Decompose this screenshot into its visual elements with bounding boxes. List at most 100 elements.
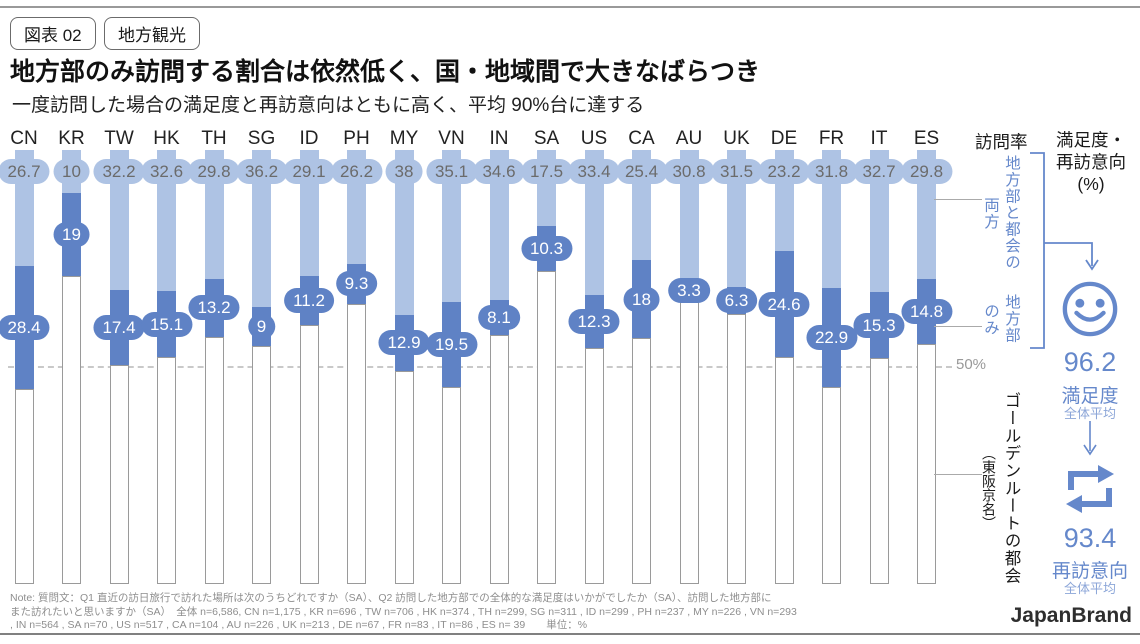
value-badge-both-ID: 29.1 xyxy=(283,159,335,184)
revisit-sublabel: 全体平均 xyxy=(1063,581,1116,596)
country-label-AU: AU xyxy=(675,128,703,149)
brand-logo: JapanBrand xyxy=(1010,604,1132,627)
value-badge-both-CN: 26.7 xyxy=(0,159,50,184)
figure-number-chip: 図表 02 xyxy=(10,17,96,50)
metric-header-line2: 再訪意向 xyxy=(1056,152,1126,172)
country-label-ES: ES xyxy=(913,128,940,149)
bar-segment-both-US xyxy=(584,150,604,295)
legend-only-label: 地方部 のみ xyxy=(982,294,1020,344)
country-label-SG: SG xyxy=(247,128,276,149)
bar-segment-both-HK xyxy=(157,150,176,292)
value-badge-only-VN: 19.5 xyxy=(425,332,478,358)
value-badge-both-UK: 31.5 xyxy=(710,159,763,184)
value-badge-only-PH: 9.3 xyxy=(335,271,378,297)
value-badge-only-US: 12.3 xyxy=(568,309,620,335)
footnote-line3: , IN n=564 , SA n=70 , US n=517 , CA n=1… xyxy=(10,619,588,631)
bar-segment-golden-SG xyxy=(252,346,271,584)
country-label-MY: MY xyxy=(389,128,419,149)
country-label-IN: IN xyxy=(489,128,509,149)
bar-segment-golden-VN xyxy=(442,386,461,584)
page-subtitle: 一度訪問した場合の満足度と再訪意向はともに高く、平均 90%台に達する xyxy=(12,95,645,116)
value-badge-only-TH: 13.2 xyxy=(188,295,240,321)
value-badge-only-DE: 24.6 xyxy=(758,291,810,317)
bar-segment-both-FR xyxy=(822,150,841,288)
gridline-label: 50% xyxy=(956,356,987,373)
bar-segment-both-IT xyxy=(869,150,889,292)
connector-line-only xyxy=(934,326,982,327)
bar-segment-golden-FR xyxy=(822,387,841,584)
value-badge-only-MY: 12.9 xyxy=(378,330,430,356)
value-badge-both-TH: 29.8 xyxy=(188,159,240,184)
value-badge-only-SA: 10.3 xyxy=(520,235,573,261)
value-badge-only-KR: 19 xyxy=(53,222,90,248)
country-label-PH: PH xyxy=(343,128,370,149)
value-badge-both-MY: 38 xyxy=(385,159,423,184)
down-arrow-icon xyxy=(1083,421,1097,456)
value-badge-both-SG: 36.2 xyxy=(235,159,288,184)
figure-tag-chip: 地方観光 xyxy=(104,17,200,50)
country-label-SA: SA xyxy=(533,128,560,149)
bar-segment-both-MY xyxy=(394,150,414,315)
metric-header: 満足度・ 再訪意向 (%) xyxy=(1040,129,1140,195)
country-label-TH: TH xyxy=(201,128,227,149)
value-badge-both-CA: 25.4 xyxy=(615,159,668,184)
metric-header-line1: 満足度・ xyxy=(1056,130,1126,150)
value-badge-both-PH: 26.2 xyxy=(330,159,383,184)
revisit-label: 再訪意向 xyxy=(1051,561,1128,582)
value-badge-only-CN: 28.4 xyxy=(0,315,50,340)
bar-segment-golden-AU xyxy=(679,297,699,584)
bar-segment-golden-KR xyxy=(62,275,81,584)
smiley-icon xyxy=(1062,281,1118,337)
value-badge-both-TW: 32.2 xyxy=(93,159,145,184)
satisfaction-label: 満足度 xyxy=(1061,386,1119,407)
legend-both-label: 地方部と都会の 両方 xyxy=(982,155,1020,271)
bar-segment-golden-SA xyxy=(537,270,556,584)
value-badge-both-KR: 10 xyxy=(53,159,90,184)
country-label-VN: VN xyxy=(438,128,465,149)
bar-segment-golden-UK xyxy=(727,314,746,584)
bar-segment-golden-IT xyxy=(869,358,889,584)
bar-segment-golden-TH xyxy=(204,336,224,584)
value-badge-only-FR: 22.9 xyxy=(805,325,858,351)
value-badge-only-HK: 15.1 xyxy=(140,311,193,337)
metric-header-line3: (%) xyxy=(1077,174,1105,194)
country-label-HK: HK xyxy=(153,128,180,149)
country-label-CN: CN xyxy=(10,128,38,149)
satisfaction-sublabel: 全体平均 xyxy=(1063,406,1116,421)
footnote: Note: 質問文：Q1 直近の訪日旅行で訪れた場所は次のうちどれですか（SA）… xyxy=(10,592,797,633)
value-badge-both-SA: 17.5 xyxy=(520,159,573,184)
value-badge-both-FR: 31.8 xyxy=(805,159,858,184)
value-badge-only-ID: 11.2 xyxy=(284,288,334,314)
page-title: 地方部のみ訪問する割合は依然低く、国・地域間で大きなばらつき xyxy=(10,58,761,86)
bar-segment-both-IN xyxy=(489,150,509,301)
value-badge-both-VN: 35.1 xyxy=(425,159,478,184)
value-badge-only-CA: 18 xyxy=(623,286,660,312)
country-label-TW: TW xyxy=(104,128,134,149)
connector-line-golden xyxy=(934,474,982,475)
value-badge-only-UK: 6.3 xyxy=(715,287,758,313)
value-badge-both-IT: 32.7 xyxy=(853,159,905,184)
value-badge-both-IN: 34.6 xyxy=(473,159,525,184)
legend-golden-route-label: ゴールデンルートの都会 （東阪京名） xyxy=(981,391,1020,585)
bar-segment-golden-HK xyxy=(157,357,176,584)
value-badge-only-AU: 3.3 xyxy=(668,278,710,304)
bar-segment-golden-CN xyxy=(14,389,34,584)
satisfaction-value: 96.2 xyxy=(1063,347,1117,377)
bar-segment-both-UK xyxy=(727,150,746,287)
visit-rate-header: 訪問率 xyxy=(975,132,1028,152)
connector-line-both xyxy=(934,199,982,200)
value-badge-only-IN: 8.1 xyxy=(478,305,520,331)
value-badge-only-IT: 15.3 xyxy=(853,312,905,338)
value-badge-only-SG: 9 xyxy=(247,314,276,340)
bar-segment-golden-CA xyxy=(632,338,651,584)
bar-segment-golden-TW xyxy=(109,365,129,584)
country-label-KR: KR xyxy=(58,128,85,149)
bar-segment-both-TW xyxy=(109,150,129,290)
bar-segment-both-VN xyxy=(442,150,461,303)
value-badge-both-DE: 23.2 xyxy=(758,159,810,184)
bar-segment-golden-ES xyxy=(917,343,936,584)
revisit-value: 93.4 xyxy=(1063,523,1117,553)
value-badge-both-US: 33.4 xyxy=(568,159,620,184)
bottom-rule xyxy=(0,633,1140,635)
country-label-CA: CA xyxy=(628,128,655,149)
